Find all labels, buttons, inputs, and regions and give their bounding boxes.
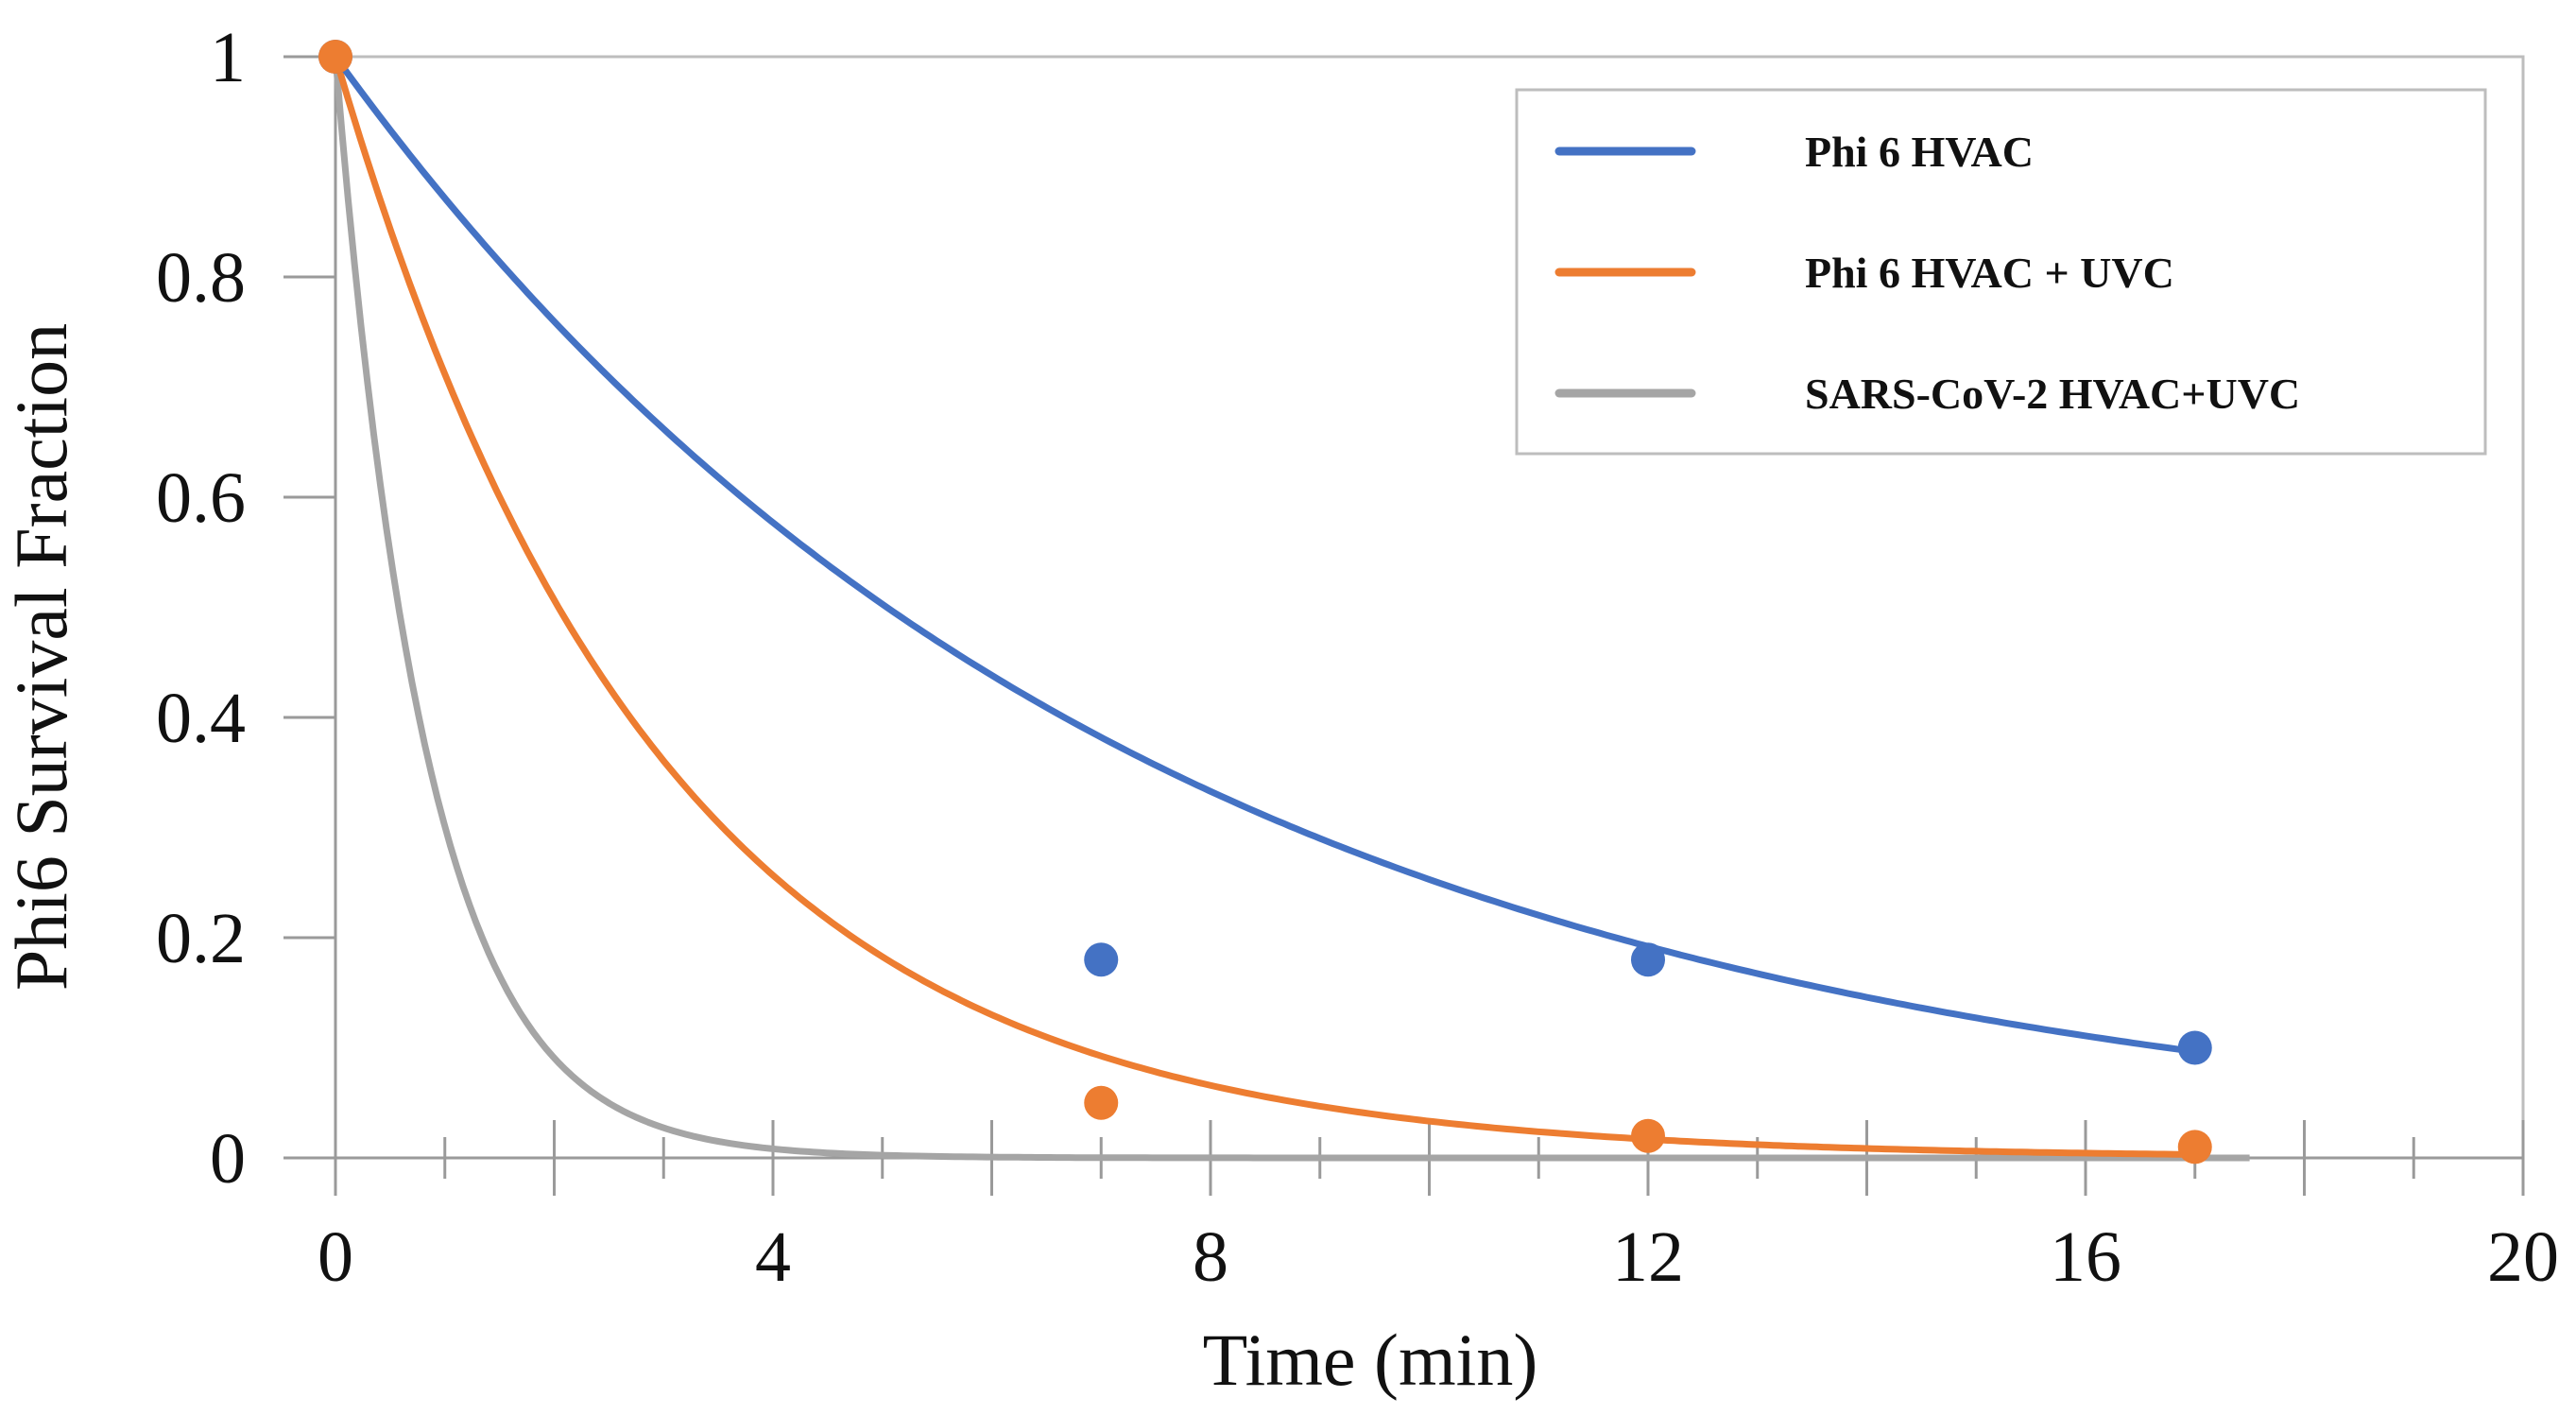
- legend-label-0: Phi 6 HVAC: [1805, 128, 2034, 176]
- data-point-series-1: [318, 40, 352, 74]
- data-point-series-0: [1631, 942, 1665, 977]
- legend: Phi 6 HVAC Phi 6 HVAC + UVC SARS-CoV-2 HVA…: [1515, 88, 2487, 456]
- x-tick-label: 16: [2050, 1217, 2121, 1297]
- y-tick-label: 0.8: [156, 238, 246, 318]
- x-tick-label: 0: [318, 1217, 353, 1297]
- x-tick-labels: 0 4 8 12 16 20: [318, 1217, 2559, 1297]
- x-tick-label: 4: [755, 1217, 791, 1297]
- data-point-series-1: [1084, 1085, 1119, 1120]
- data-points: [318, 40, 2212, 1165]
- x-axis-title: Time (min): [1203, 1319, 1538, 1401]
- legend-label-1: Phi 6 HVAC + UVC: [1805, 249, 2174, 297]
- y-tick-label: 1: [210, 18, 246, 97]
- data-point-series-1: [2177, 1130, 2212, 1165]
- y-tick-labels: 0 0.2 0.4 0.6 0.8 1: [156, 18, 246, 1199]
- data-point-series-0: [2177, 1030, 2212, 1065]
- x-tick-label: 8: [1193, 1217, 1228, 1297]
- y-tick-label: 0.4: [156, 679, 246, 758]
- y-axis-title: Phi6 Survival Fraction: [0, 323, 82, 991]
- y-tick-label: 0.6: [156, 458, 246, 538]
- x-tick-label: 12: [1612, 1217, 1684, 1297]
- series-line-0: [333, 54, 2196, 1055]
- legend-label-2: SARS-CoV-2 HVAC+UVC: [1805, 370, 2300, 418]
- series-line-1: [332, 56, 2195, 1158]
- series-curves: [332, 54, 2250, 1162]
- x-tick-label: 20: [2487, 1217, 2559, 1297]
- data-point-series-0: [1084, 942, 1119, 977]
- y-tick-label: 0.2: [156, 899, 246, 978]
- series-line-2: [332, 56, 2250, 1162]
- y-tick-label: 0: [210, 1119, 246, 1199]
- data-point-series-1: [1631, 1118, 1665, 1153]
